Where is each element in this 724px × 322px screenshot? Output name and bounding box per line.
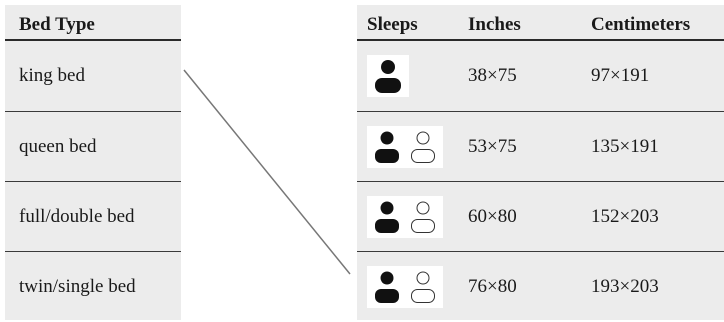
bed-type-cell: king bed <box>19 65 85 86</box>
sleeps-header: Sleeps <box>367 14 418 35</box>
person-outline-icon <box>411 271 435 303</box>
inches-cell: 53×75 <box>468 136 517 157</box>
sleeps-cell <box>367 266 443 308</box>
person-filled-icon <box>375 131 399 163</box>
centimeters-header: Centimeters <box>591 14 691 35</box>
centimeters-cell: 152×203 <box>591 206 659 227</box>
bed-size-header-row: Sleeps Inches Centimeters <box>357 5 724 41</box>
bed-type-header-row: Bed Type <box>5 5 181 41</box>
table-row: 60×80 152×203 <box>357 181 724 252</box>
person-outline-icon <box>411 131 435 163</box>
sleeps-cell <box>367 126 443 168</box>
sleeps-cell <box>367 55 409 97</box>
bed-type-header: Bed Type <box>19 14 95 35</box>
table-row: twin/single bed <box>5 251 181 322</box>
table-row: full/double bed <box>5 181 181 252</box>
table-row: 53×75 135×191 <box>357 111 724 182</box>
table-row: queen bed <box>5 111 181 182</box>
centimeters-cell: 193×203 <box>591 276 659 297</box>
person-filled-icon <box>375 60 401 93</box>
centimeters-cell: 135×191 <box>591 136 659 157</box>
inches-cell: 60×80 <box>468 206 517 227</box>
bed-type-cell: full/double bed <box>19 206 135 227</box>
table-row: 76×80 193×203 <box>357 251 724 322</box>
bed-type-cell: queen bed <box>19 136 97 157</box>
bed-size-table: Sleeps Inches Centimeters 38×75 97×191 5… <box>357 5 724 320</box>
sleeps-cell <box>367 196 443 238</box>
table-row: king bed <box>5 41 181 111</box>
person-outline-icon <box>411 201 435 233</box>
inches-cell: 38×75 <box>468 65 517 86</box>
person-filled-icon <box>375 201 399 233</box>
person-filled-icon <box>375 271 399 303</box>
inches-cell: 76×80 <box>468 276 517 297</box>
bed-type-cell: twin/single bed <box>19 276 136 297</box>
table-row: 38×75 97×191 <box>357 41 724 111</box>
centimeters-cell: 97×191 <box>591 65 650 86</box>
bed-type-table: Bed Type king bed queen bed full/double … <box>5 5 181 320</box>
inches-header: Inches <box>468 14 521 35</box>
